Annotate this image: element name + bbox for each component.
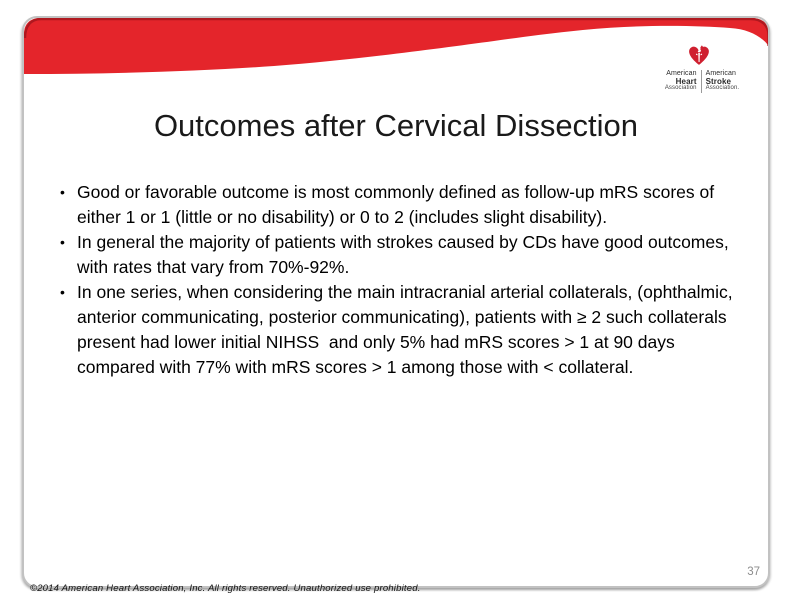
logo-stroke-name: American Stroke Association. xyxy=(702,70,740,93)
content-card: American Heart Association American Stro… xyxy=(22,16,770,588)
bullet-item: • Good or favorable outcome is most comm… xyxy=(60,180,744,230)
logo-left-line1: American xyxy=(666,70,697,77)
logo-heart-name: American Heart Association xyxy=(665,70,701,93)
logo-right-line2: Stroke xyxy=(705,76,732,86)
logo-right-line1: American xyxy=(705,70,736,77)
page-title: Outcomes after Cervical Dissection xyxy=(153,108,639,143)
copyright-footer: ©2014 American Heart Association, Inc. A… xyxy=(30,583,421,594)
logo-divider xyxy=(700,70,702,93)
bullet-item: • In general the majority of patients wi… xyxy=(60,230,744,280)
logo-left-line3: Association xyxy=(664,85,697,91)
heart-torch-icon xyxy=(689,45,709,65)
bullet-text: Good or favorable outcome is most common… xyxy=(77,182,719,227)
logo-text: American Heart Association American Stro… xyxy=(646,70,758,93)
bullet-marker: • xyxy=(60,284,65,300)
bullet-text: In general the majority of patients with… xyxy=(77,232,734,277)
bullet-marker: • xyxy=(60,234,65,250)
logo-right-line3: Association. xyxy=(705,85,740,91)
bullet-text: In one series, when considering the main… xyxy=(77,282,738,377)
bullet-marker: • xyxy=(60,184,65,200)
aha-asa-logo: American Heart Association American Stro… xyxy=(646,44,758,98)
bullet-item: • In one series, when considering the ma… xyxy=(60,280,744,380)
page-number: 37 xyxy=(747,566,760,578)
bullet-list: • Good or favorable outcome is most comm… xyxy=(60,180,744,380)
swoosh-top-edge xyxy=(24,18,768,46)
logo-left-line2: Heart xyxy=(675,76,697,86)
